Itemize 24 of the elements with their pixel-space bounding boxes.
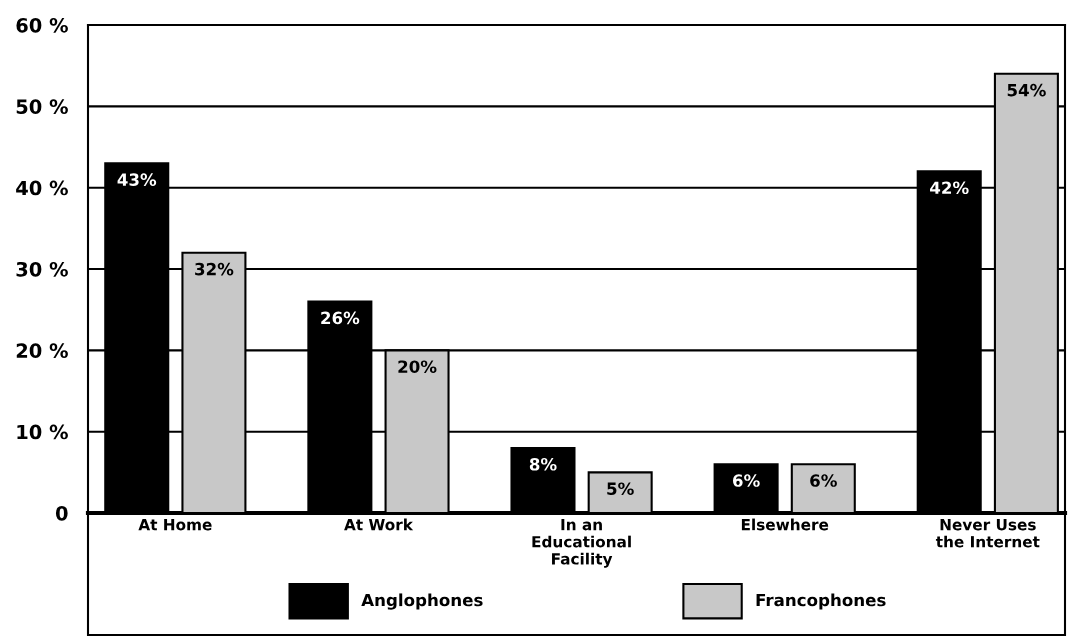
data-label: 6%: [732, 474, 760, 487]
x-tick-label: In an Educational Facility: [532, 519, 631, 568]
y-tick-label: 10 %: [17, 424, 68, 440]
data-label: 32%: [195, 262, 234, 276]
y-tick-label: 60 %: [16, 17, 68, 33]
x-tick-label: Elsewhere: [741, 518, 829, 531]
x-tick-label: At Work: [344, 518, 414, 531]
legend-label: Francophones: [756, 593, 886, 610]
y-tick-label: 40 %: [16, 180, 68, 196]
y-tick-label: 50 %: [16, 99, 68, 114]
data-label: 6%: [810, 474, 837, 487]
data-label: 8%: [529, 457, 557, 471]
data-label: 5%: [607, 482, 634, 495]
data-label: 54%: [1007, 83, 1046, 97]
x-tick-label: Never Uses the Internet: [935, 519, 1040, 548]
data-label: 42%: [930, 181, 969, 195]
x-tick-label: At Home: [138, 519, 212, 531]
data-label: 43%: [117, 173, 157, 186]
y-tick-label: 30 %: [16, 261, 68, 277]
data-label: 20%: [398, 360, 437, 373]
data-label: 26%: [321, 311, 360, 325]
y-tick-label: 0: [55, 505, 68, 521]
y-tick-label: 20 %: [16, 343, 68, 358]
legend-label: Anglophones: [361, 593, 483, 610]
